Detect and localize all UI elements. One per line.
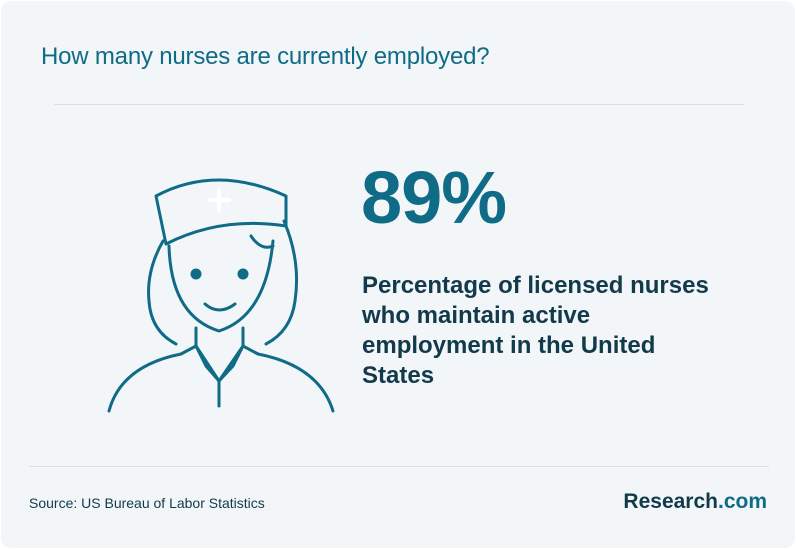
brand-name: Research (623, 490, 718, 513)
nurse-icon (107, 178, 335, 413)
brand-suffix: .com (717, 490, 767, 513)
brand-logo[interactable]: Research.com (623, 490, 767, 514)
source-text: Source: US Bureau of Labor Statistics (29, 495, 265, 511)
bottom-divider (29, 466, 769, 467)
stat-description: Percentage of licensed nurses who mainta… (362, 272, 709, 389)
top-divider (54, 104, 744, 105)
stat-value: 89% (361, 156, 507, 239)
page-title: How many nurses are currently employed? (41, 43, 490, 70)
